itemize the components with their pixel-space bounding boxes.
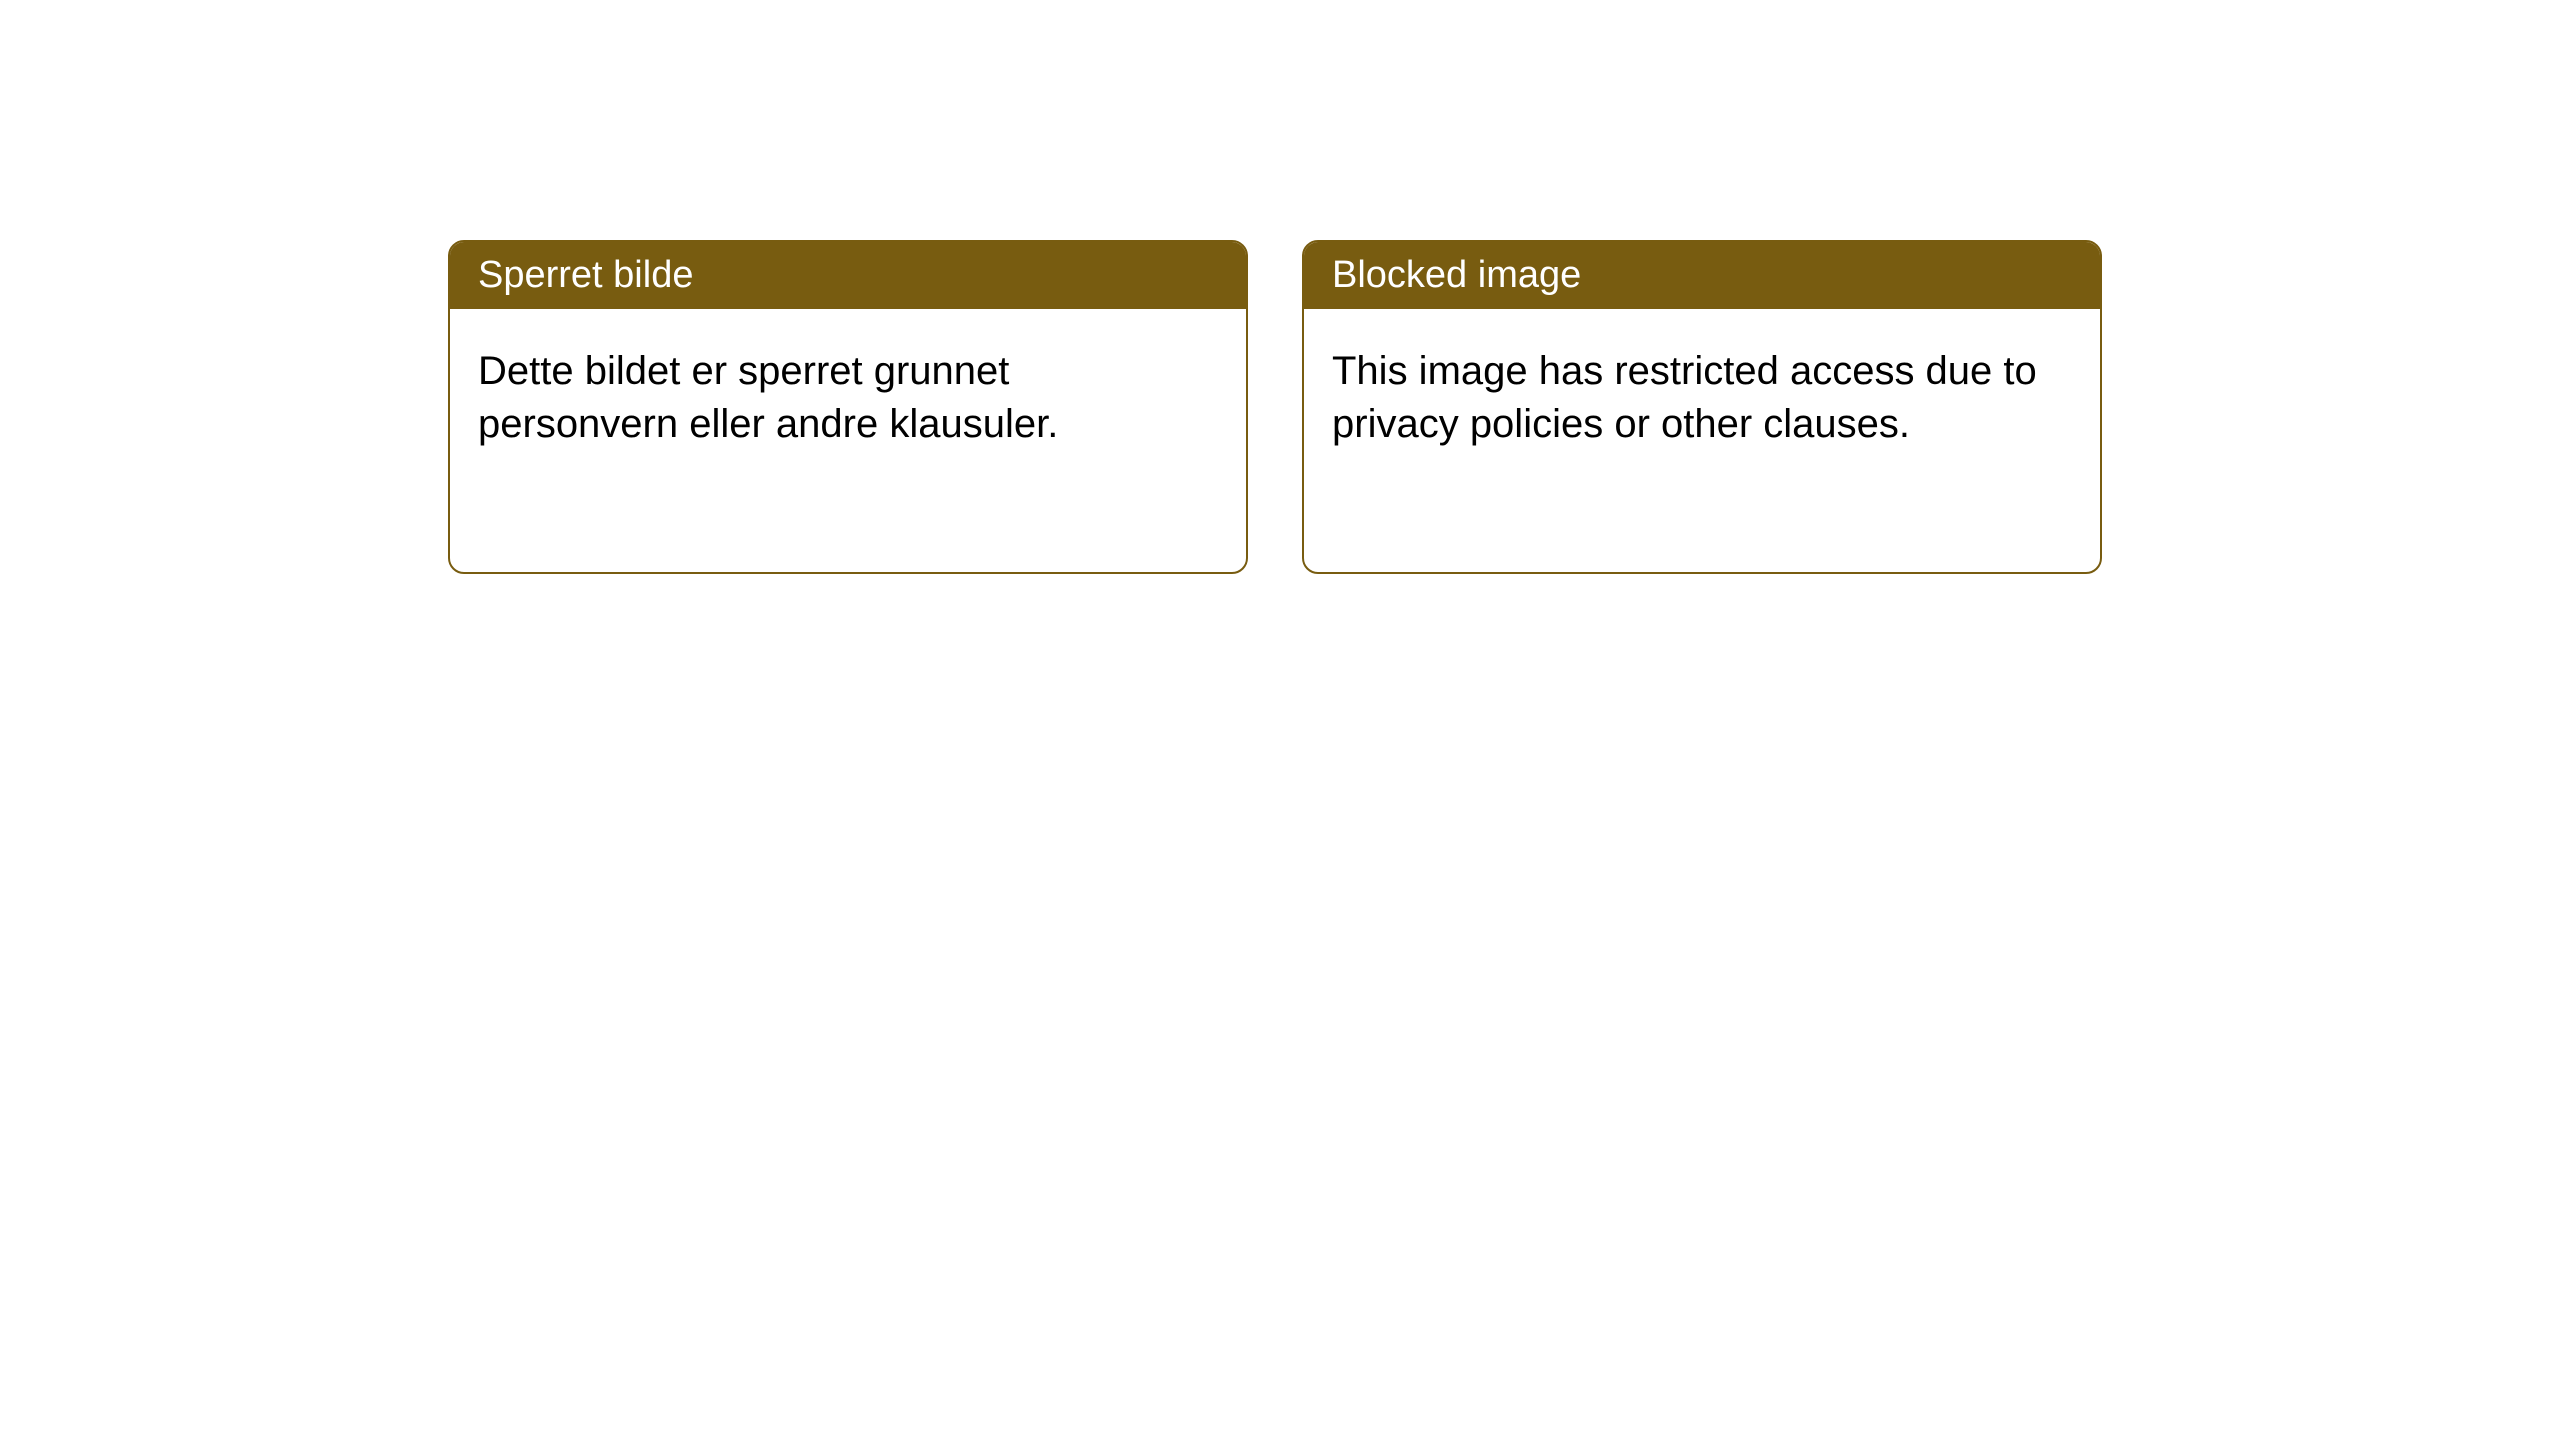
card-body-no: Dette bildet er sperret grunnet personve… [450, 309, 1246, 487]
notice-cards-container: Sperret bilde Dette bildet er sperret gr… [0, 0, 2560, 574]
blocked-image-card-no: Sperret bilde Dette bildet er sperret gr… [448, 240, 1248, 574]
card-body-en: This image has restricted access due to … [1304, 309, 2100, 487]
card-header-en: Blocked image [1304, 242, 2100, 309]
blocked-image-card-en: Blocked image This image has restricted … [1302, 240, 2102, 574]
card-header-no: Sperret bilde [450, 242, 1246, 309]
